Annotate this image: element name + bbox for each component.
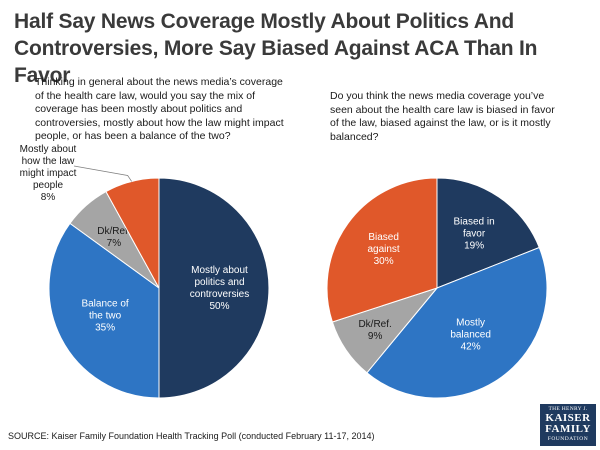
slice-label-line: how the law [22,156,76,167]
slice-value: 7% [107,238,122,249]
leader-line [73,165,132,182]
slice-label-line: politics and [194,277,244,288]
slice-value: 35% [95,322,115,333]
slice-label: Mostly about how the law might impact peopl… [20,144,77,203]
question-text-right: Do you think the news media coverage you… [330,90,555,143]
chart-title: Half Say News Coverage Mostly About Poli… [14,10,538,87]
slice-label: Dk/Ref. 9% [358,319,391,342]
slice-label-line: Mostly [456,317,485,328]
slice-value: 30% [374,256,394,267]
slice-value: 19% [464,240,484,251]
kff-logo: THE HENRY J. KAISER FAMILY FOUNDATION [540,404,596,446]
slice-label: Dk/Ref. 7% [97,226,130,249]
logo-line-2a: KAISER [545,412,591,424]
logo-line-3: FOUNDATION [547,436,589,442]
slice-label-line: might impact [20,168,77,179]
slice-value: 42% [461,341,481,352]
slice-label-line: Mostly about [20,144,77,155]
pie-slice [436,177,540,289]
slice-label-line: against [367,244,399,255]
source-note: SOURCE: Kaiser Family Foundation Health … [8,431,375,441]
pie-chart-coverage-mix: Mostly about politics and controversies 50%… [20,144,270,399]
slice-value: 8% [41,192,56,203]
pie-slice [326,177,438,323]
slice-value: 9% [368,331,383,342]
slice-label-line: Dk/Ref. [358,319,391,330]
slice-label: Biased against 30% [367,232,399,267]
slice-label-line: Biased [368,232,399,243]
pie-slice [105,177,160,289]
slice-label: Biased in favor 19% [454,216,495,251]
slice-label-line: controversies [190,289,249,300]
logo-line-2b: FAMILY [545,423,591,435]
slice-label: Balance of the two 35% [81,298,128,333]
question-text-left: Thinking in general about the news media… [35,76,284,142]
pie-slice [48,222,160,399]
pie-chart-coverage-bias: Biased in favor 19% Mostly balanced 42% Dk/Ref… [326,177,548,399]
logo-line-1: THE HENRY J. [548,406,588,412]
slice-label-line: favor [463,228,486,239]
slice-value: 50% [209,301,229,312]
slice-label: Mostly balanced 42% [450,317,491,352]
pie-slice [158,177,270,399]
slice-label-line: Mostly about [191,265,248,276]
slice-label-line: balanced [450,329,491,340]
slice-label-line: the two [89,310,122,321]
pie-slice [366,246,548,399]
slice-label-line: Balance of [81,298,128,309]
slice-label-line: people [33,180,63,191]
slice-label-line: Dk/Ref. [97,226,130,237]
slice-label-line: Biased in [454,216,495,227]
slice-label: Mostly about politics and controversies 50% [190,265,249,312]
